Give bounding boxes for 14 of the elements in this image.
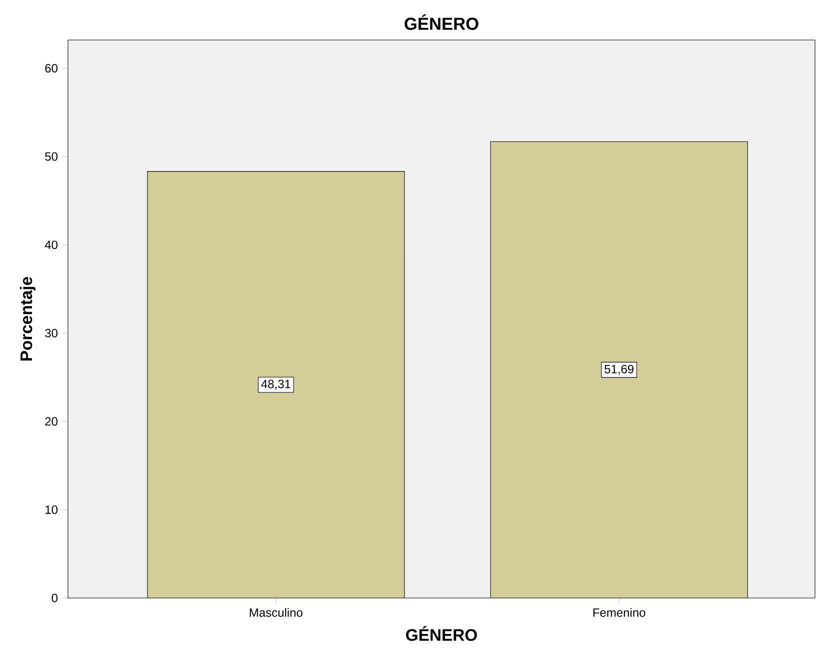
- y-tick-label: 0: [52, 594, 58, 602]
- y-tick-label: 60: [45, 64, 58, 72]
- y-tick-label: 50: [45, 152, 58, 161]
- x-tick-label: Femenino: [593, 608, 646, 617]
- y-tick-label: 10: [46, 505, 58, 514]
- y-tick-label: 30: [45, 328, 58, 338]
- y-tick-label: 40: [44, 240, 58, 250]
- y-tick-label: 20: [45, 417, 58, 426]
- y-axis-title: Porcentaje: [20, 276, 36, 360]
- chart-title: GÉNERO: [404, 14, 478, 30]
- data-label: 51,69: [604, 364, 634, 375]
- x-axis-title: GÉNERO: [406, 626, 477, 641]
- data-label: 48,31: [261, 380, 290, 390]
- x-tick-label: Masculino: [250, 608, 302, 617]
